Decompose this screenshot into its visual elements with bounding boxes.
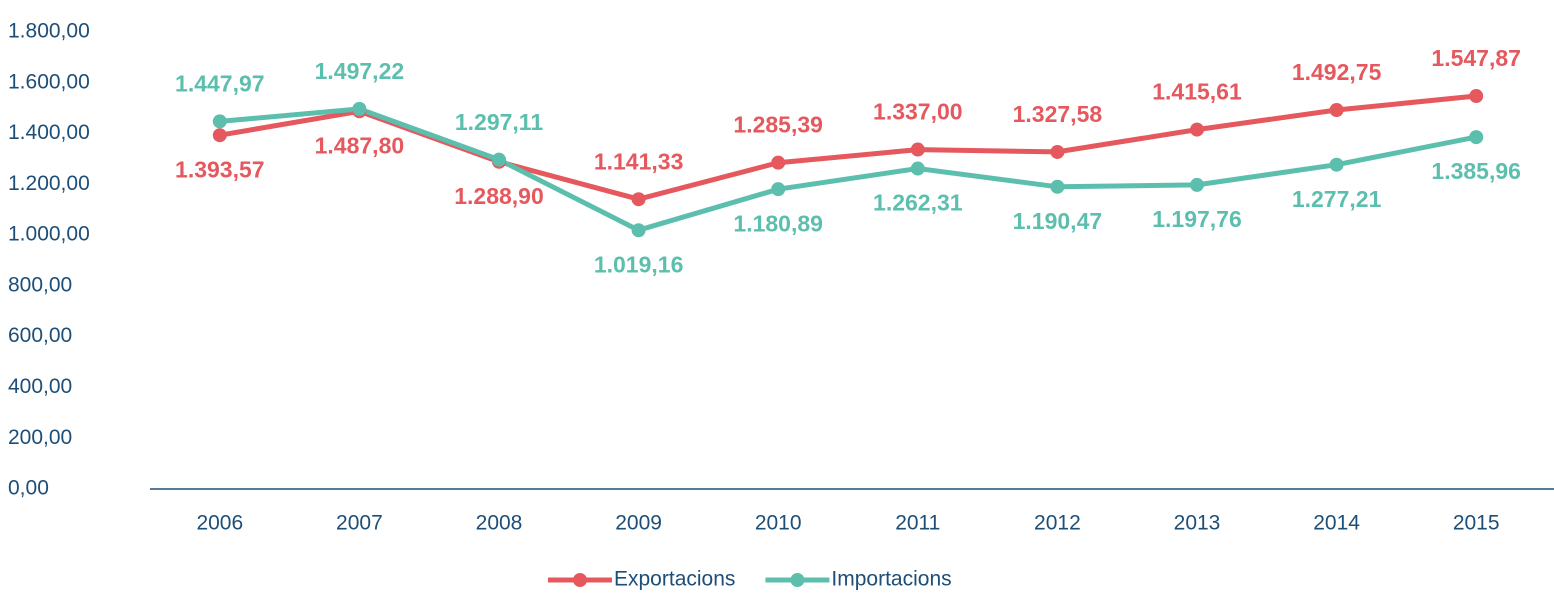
x-tick-label: 2008 bbox=[476, 512, 523, 535]
y-tick-label: 600,00 bbox=[8, 324, 72, 347]
data-label: 1.393,57 bbox=[175, 156, 265, 182]
data-label: 1.547,87 bbox=[1431, 45, 1521, 71]
data-label: 1.327,58 bbox=[1013, 101, 1103, 127]
data-point bbox=[1329, 157, 1344, 172]
y-tick-label: 1.400,00 bbox=[8, 121, 90, 144]
data-label: 1.262,31 bbox=[873, 190, 963, 216]
x-tick-label: 2012 bbox=[1034, 512, 1081, 535]
data-label: 1.492,75 bbox=[1292, 59, 1382, 85]
data-label: 1.277,21 bbox=[1292, 186, 1382, 212]
legend-marker bbox=[790, 573, 805, 587]
y-tick-label: 200,00 bbox=[8, 426, 72, 449]
data-label: 1.297,11 bbox=[455, 109, 543, 135]
data-point bbox=[1190, 177, 1204, 192]
x-tick-label: 2011 bbox=[895, 512, 940, 535]
data-label: 1.180,89 bbox=[733, 210, 823, 236]
data-label: 1.288,90 bbox=[454, 183, 544, 209]
data-point bbox=[631, 223, 646, 238]
data-point bbox=[771, 182, 786, 197]
y-tick-label: 400,00 bbox=[8, 375, 72, 398]
data-point bbox=[1050, 179, 1065, 194]
data-point bbox=[492, 152, 506, 167]
legend-marker bbox=[573, 573, 587, 587]
x-tick-label: 2007 bbox=[336, 512, 383, 535]
series-line bbox=[219, 106, 1477, 233]
y-tick-label: 1.000,00 bbox=[8, 223, 90, 246]
data-point bbox=[771, 155, 786, 170]
x-tick-label: 2009 bbox=[615, 512, 662, 535]
x-tick-label: 2006 bbox=[196, 512, 243, 535]
data-point bbox=[1190, 122, 1204, 137]
data-label: 1.285,39 bbox=[733, 112, 823, 138]
x-tick-label: 2015 bbox=[1453, 512, 1500, 535]
data-point bbox=[1329, 103, 1344, 118]
data-label: 1.019,16 bbox=[594, 251, 684, 277]
x-tick-label: 2010 bbox=[755, 512, 802, 535]
y-tick-label: 1.600,00 bbox=[8, 70, 90, 93]
legend-label: Exportacions bbox=[614, 568, 735, 591]
y-tick-label: 1.800,00 bbox=[8, 20, 90, 43]
data-label: 1.415,61 bbox=[1152, 79, 1242, 105]
data-label: 1.141,33 bbox=[594, 148, 684, 174]
data-point bbox=[910, 142, 925, 157]
y-tick-label: 800,00 bbox=[8, 273, 72, 296]
y-tick-label: 1.200,00 bbox=[8, 172, 90, 195]
x-tick-label: 2014 bbox=[1313, 512, 1360, 535]
data-point bbox=[1469, 89, 1484, 104]
data-label: 1.337,00 bbox=[873, 99, 963, 125]
data-point bbox=[910, 161, 925, 176]
data-point bbox=[352, 101, 367, 116]
series-line bbox=[219, 93, 1477, 202]
x-tick-label: 2013 bbox=[1174, 512, 1221, 535]
data-label: 1.487,80 bbox=[315, 132, 405, 158]
data-label: 1.190,47 bbox=[1013, 208, 1103, 234]
data-label: 1.385,96 bbox=[1431, 158, 1521, 184]
legend-label: Importacions bbox=[831, 568, 951, 591]
data-point bbox=[631, 192, 646, 207]
data-label: 1.497,22 bbox=[315, 58, 405, 84]
data-point bbox=[212, 128, 227, 143]
data-point bbox=[212, 114, 227, 129]
data-label: 1.447,97 bbox=[175, 70, 265, 96]
data-point bbox=[1469, 130, 1484, 145]
data-point bbox=[1050, 144, 1065, 159]
data-label: 1.197,76 bbox=[1152, 206, 1242, 232]
y-tick-label: 0,00 bbox=[8, 477, 49, 500]
